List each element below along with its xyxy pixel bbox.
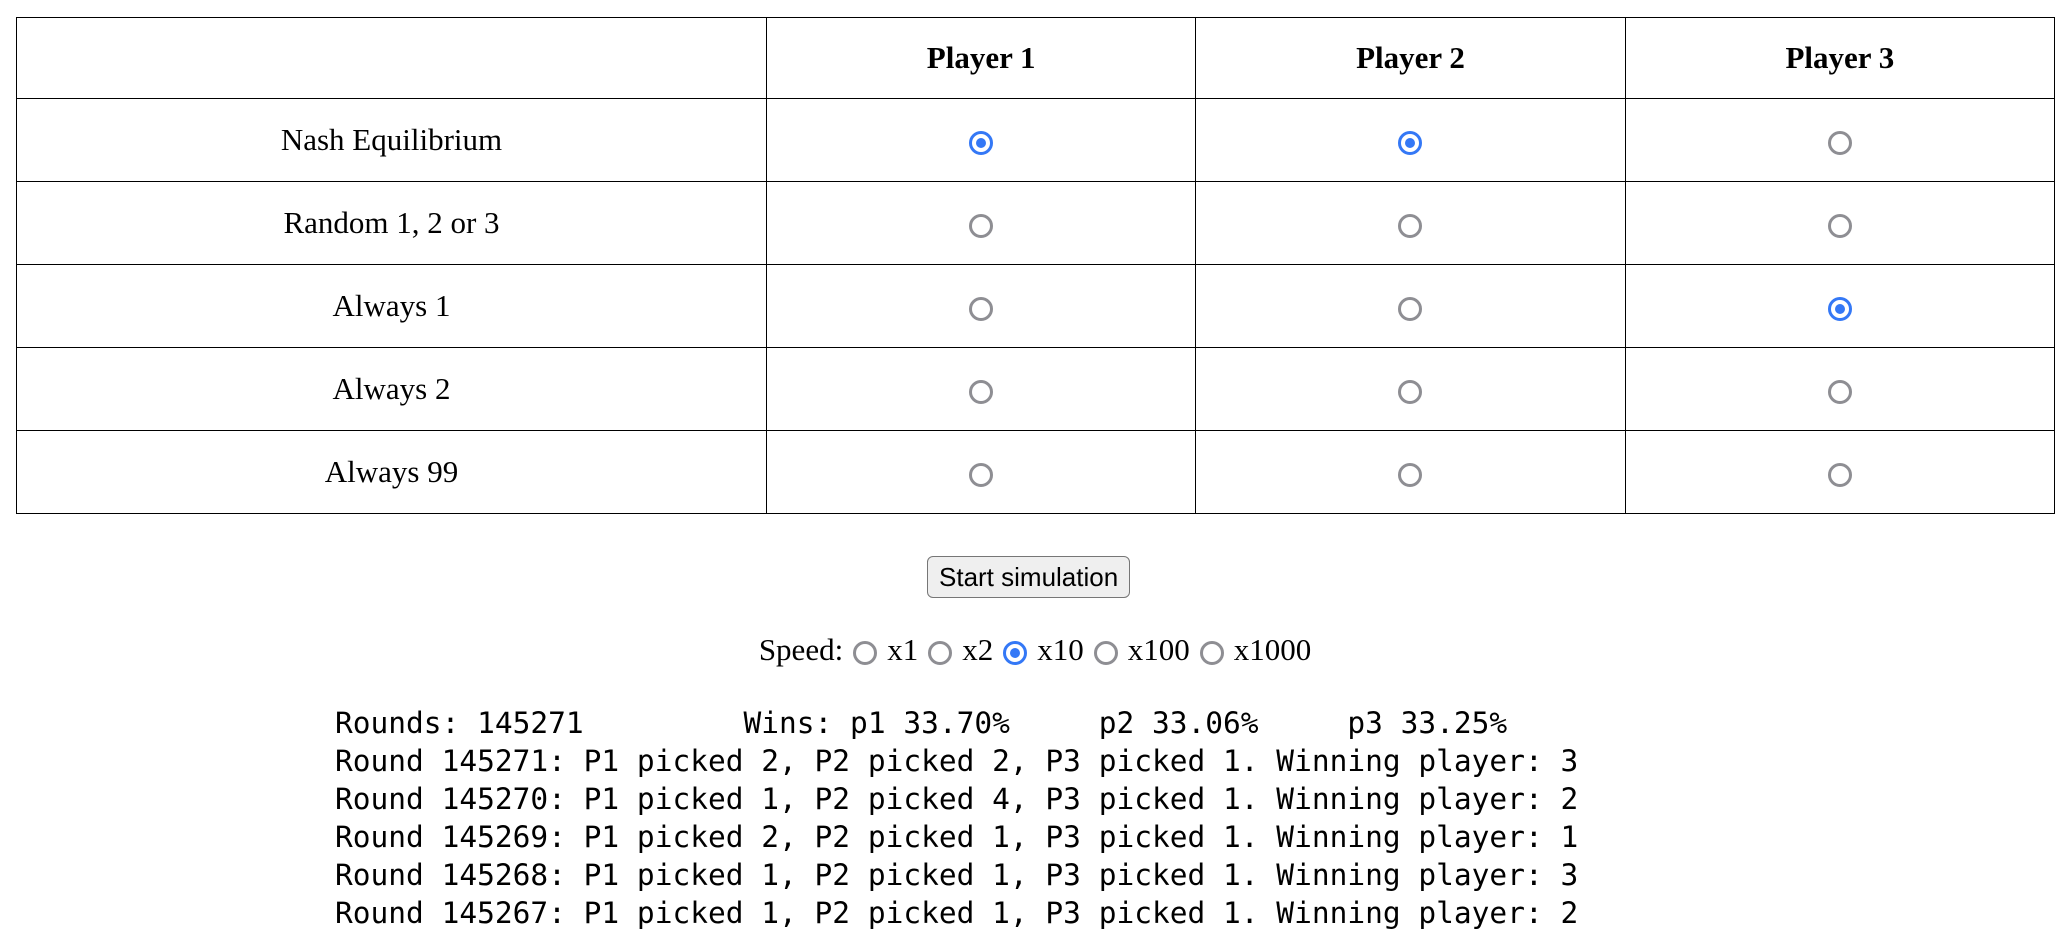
radio-button[interactable]: [1827, 130, 1852, 155]
radio-cell: [1624, 430, 2056, 514]
radio-button[interactable]: [1003, 640, 1028, 665]
corner-cell: [16, 17, 767, 99]
radio-button[interactable]: [1827, 296, 1852, 321]
radio-cell: [765, 347, 1197, 431]
radio-cell: [765, 181, 1197, 265]
column-header: Player 3: [1624, 17, 2056, 99]
radio-button[interactable]: [969, 462, 994, 487]
strategy-row: Nash Equilibrium: [16, 98, 2056, 182]
speed-option[interactable]: x1: [853, 632, 918, 667]
row-label: Always 2: [16, 347, 767, 431]
radio-button[interactable]: [1827, 379, 1852, 404]
speed-selector: Speed: x1 x2 x10 x100 x1000: [0, 630, 2070, 670]
radio-button[interactable]: [969, 213, 994, 238]
log-line: Round 145267: P1 picked 1, P2 picked 1, …: [335, 896, 1579, 930]
radio-button[interactable]: [1398, 462, 1423, 487]
radio-cell: [1195, 430, 1626, 514]
radio-button[interactable]: [1398, 130, 1423, 155]
radio-button[interactable]: [969, 130, 994, 155]
radio-button[interactable]: [969, 296, 994, 321]
radio-cell: [1624, 347, 2056, 431]
strategy-row: Always 1: [16, 264, 2056, 348]
row-label: Always 99: [16, 430, 767, 514]
radio-cell: [1195, 98, 1626, 182]
column-header: Player 1: [765, 17, 1197, 99]
radio-cell: [1624, 264, 2056, 348]
row-label: Nash Equilibrium: [16, 98, 767, 182]
speed-option-label: x1000: [1233, 632, 1312, 667]
log-line: Round 145270: P1 picked 1, P2 picked 4, …: [335, 782, 1579, 816]
row-label: Always 1: [16, 264, 767, 348]
speed-option-label: x100: [1127, 632, 1190, 667]
radio-cell: [1195, 181, 1626, 265]
speed-option[interactable]: x100: [1093, 632, 1190, 667]
speed-option[interactable]: x1000: [1199, 632, 1312, 667]
radio-button[interactable]: [1398, 213, 1423, 238]
radio-button[interactable]: [1398, 379, 1423, 404]
speed-option-label: x2: [962, 632, 994, 667]
radio-cell: [765, 430, 1197, 514]
row-label: Random 1, 2 or 3: [16, 181, 767, 265]
strategy-table: Player 1 Player 2 Player 3 Nash Equilibrium…: [16, 17, 2056, 514]
log-line: Round 145268: P1 picked 1, P2 picked 1, …: [335, 858, 1579, 892]
speed-option[interactable]: x10: [1003, 632, 1084, 667]
speed-option[interactable]: x2: [928, 632, 993, 667]
radio-cell: [1195, 347, 1626, 431]
log-line: Round 145271: P1 picked 2, P2 picked 2, …: [335, 744, 1579, 778]
start-button[interactable]: Start simulation: [927, 556, 1131, 598]
page: {"table": {"columns": ["Player 1", "Play…: [0, 17, 2070, 930]
log: Rounds: 145271 Wins: p1 33.70% p2 33.06%…: [335, 704, 1578, 932]
radio-button[interactable]: [969, 379, 994, 404]
radio-cell: [1195, 264, 1626, 348]
strategy-row: Always 99: [16, 430, 2056, 514]
radio-cell: [765, 98, 1197, 182]
radio-button[interactable]: [1827, 213, 1852, 238]
radio-button[interactable]: [928, 640, 953, 665]
radio-cell: [765, 264, 1197, 348]
strategy-row: Random 1, 2 or 3: [16, 181, 2056, 265]
speed-option-label: x1: [887, 632, 919, 667]
column-header: Player 2: [1195, 17, 1626, 99]
speed-label: Speed:: [758, 632, 844, 667]
radio-cell: [1624, 98, 2056, 182]
speed-option-label: x10: [1037, 632, 1084, 667]
radio-button[interactable]: [1199, 640, 1224, 665]
log-line: Round 145269: P1 picked 2, P2 picked 1, …: [335, 820, 1579, 854]
radio-button[interactable]: [1398, 296, 1423, 321]
radio-button[interactable]: [1827, 462, 1852, 487]
log-line: Rounds: 145271 Wins: p1 33.70% p2 33.06%…: [335, 706, 1508, 740]
radio-button[interactable]: [853, 640, 878, 665]
radio-cell: [1624, 181, 2056, 265]
radio-button[interactable]: [1093, 640, 1118, 665]
strategy-row: Always 2: [16, 347, 2056, 431]
